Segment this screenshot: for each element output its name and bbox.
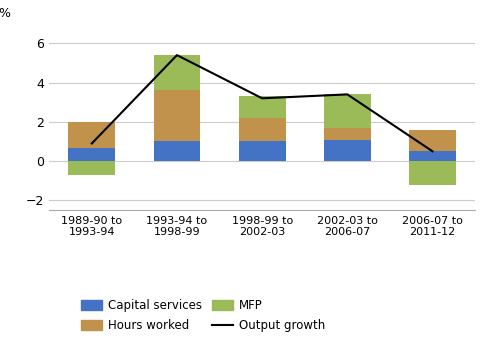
Bar [69, 161, 115, 175]
Text: %: % [0, 7, 10, 20]
Bar [409, 130, 456, 151]
Bar [239, 141, 286, 161]
Output growth [89, 141, 95, 145]
Bar [69, 122, 115, 148]
Output growth [344, 92, 350, 96]
Bar [153, 91, 200, 141]
Bar [409, 161, 456, 185]
Bar [69, 148, 115, 161]
Output growth [174, 53, 180, 57]
Bar [239, 118, 286, 141]
Bar [324, 128, 371, 140]
Bar [324, 140, 371, 161]
Bar [409, 151, 456, 161]
Bar [153, 141, 200, 161]
Output growth [259, 96, 265, 100]
Bar [239, 96, 286, 118]
Output growth [430, 149, 436, 153]
Line: Output growth: Output growth [92, 55, 433, 151]
Bar [153, 55, 200, 91]
Legend: Capital services, Hours worked, MFP, Output growth: Capital services, Hours worked, MFP, Out… [76, 294, 330, 337]
Bar [324, 94, 371, 128]
